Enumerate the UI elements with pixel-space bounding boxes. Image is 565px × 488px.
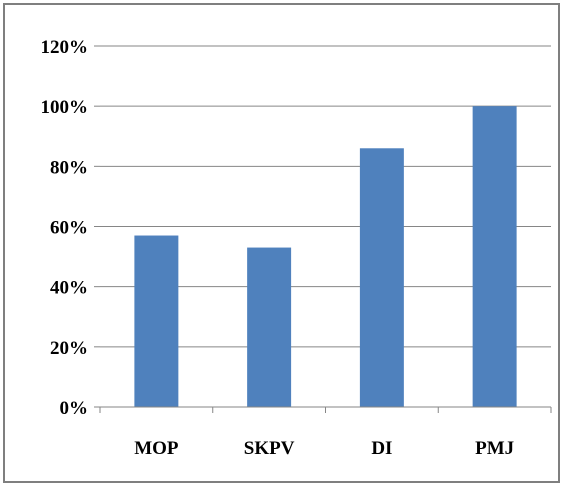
bar-pmj: [473, 106, 517, 407]
chart-frame: 0% 20% 40% 60% 80% 100% 120% MOP SKPV DI PMJ: [3, 3, 560, 483]
y-tick-label: 60%: [50, 218, 88, 239]
bar-mop: [134, 236, 178, 407]
bar-skpv: [247, 248, 291, 407]
x-axis-category-labels: MOP SKPV DI PMJ: [134, 438, 514, 459]
y-tick-label: 100%: [41, 97, 89, 118]
bar-di: [360, 148, 404, 407]
y-tick-label: 80%: [50, 157, 88, 178]
y-tick-label: 120%: [41, 37, 89, 58]
y-tick-label: 40%: [50, 278, 88, 299]
x-category-label: DI: [371, 438, 392, 459]
bars: [134, 106, 516, 407]
y-tick-label: 0%: [60, 398, 89, 419]
y-tick-label: 20%: [50, 338, 88, 359]
x-category-label: MOP: [134, 438, 179, 459]
x-category-label: PMJ: [475, 438, 514, 459]
x-category-label: SKPV: [244, 438, 295, 459]
bar-chart: 0% 20% 40% 60% 80% 100% 120% MOP SKPV DI PMJ: [5, 5, 558, 481]
y-axis-tick-labels: 0% 20% 40% 60% 80% 100% 120%: [41, 37, 89, 419]
